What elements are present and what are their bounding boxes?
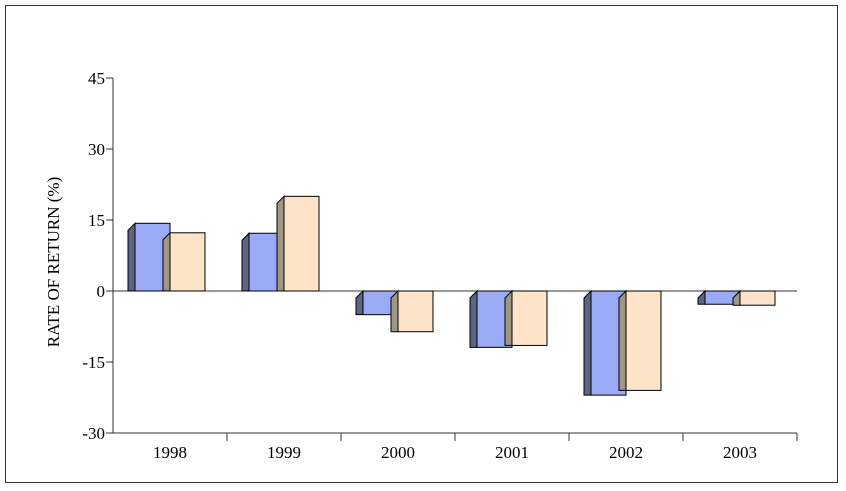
bar-side [469,289,478,348]
bar-side [583,289,592,396]
y-tick-label: -15 [82,353,105,372]
bar-side [504,289,513,346]
bar-side [276,195,285,292]
tick-labels: -30 -15 0 15 30 45 1998 1999 2000 2001 2002 2003 [82,69,757,462]
bar-group [618,289,662,391]
y-tick-label: 30 [88,140,105,159]
bar-group [732,289,776,306]
y-axis-label: RATE OF RETURN (%) [44,177,63,347]
bar-group [355,289,399,316]
bar-side [355,289,364,316]
bar-group [504,289,548,346]
bar-group [697,289,741,305]
bar-side [618,289,627,391]
bar-group [162,231,206,292]
y-tick-label: 45 [88,69,105,88]
bar-chart: RATE OF RETURN (%) -30 -15 0 15 30 45 1998 1999… [44,69,798,462]
axes [106,77,798,441]
y-tick-label: 0 [97,282,106,301]
x-tick-label: 2003 [723,443,757,462]
bar [169,232,206,292]
y-tick-label: -30 [82,424,105,443]
bar-group [276,195,320,292]
x-tick-label: 2000 [381,443,415,462]
x-tick-label: 2001 [495,443,529,462]
bar-group [390,289,434,333]
x-tick-label: 1998 [153,443,187,462]
x-tick-label: 1999 [267,443,301,462]
bar-side [390,289,399,333]
x-tick-label: 2002 [609,443,643,462]
chart-frame: RATE OF RETURN (%) -30 -15 0 15 30 45 1998 1999… [5,5,838,483]
bar [283,195,320,292]
y-tick-label: 15 [88,211,105,230]
bars [127,195,776,396]
bar-side [241,232,250,292]
bar-side [127,222,136,292]
bar [397,290,434,333]
bar [739,290,776,306]
bar-side [162,231,171,292]
bar [511,290,548,346]
bar [625,290,662,391]
bar-side [697,289,706,305]
